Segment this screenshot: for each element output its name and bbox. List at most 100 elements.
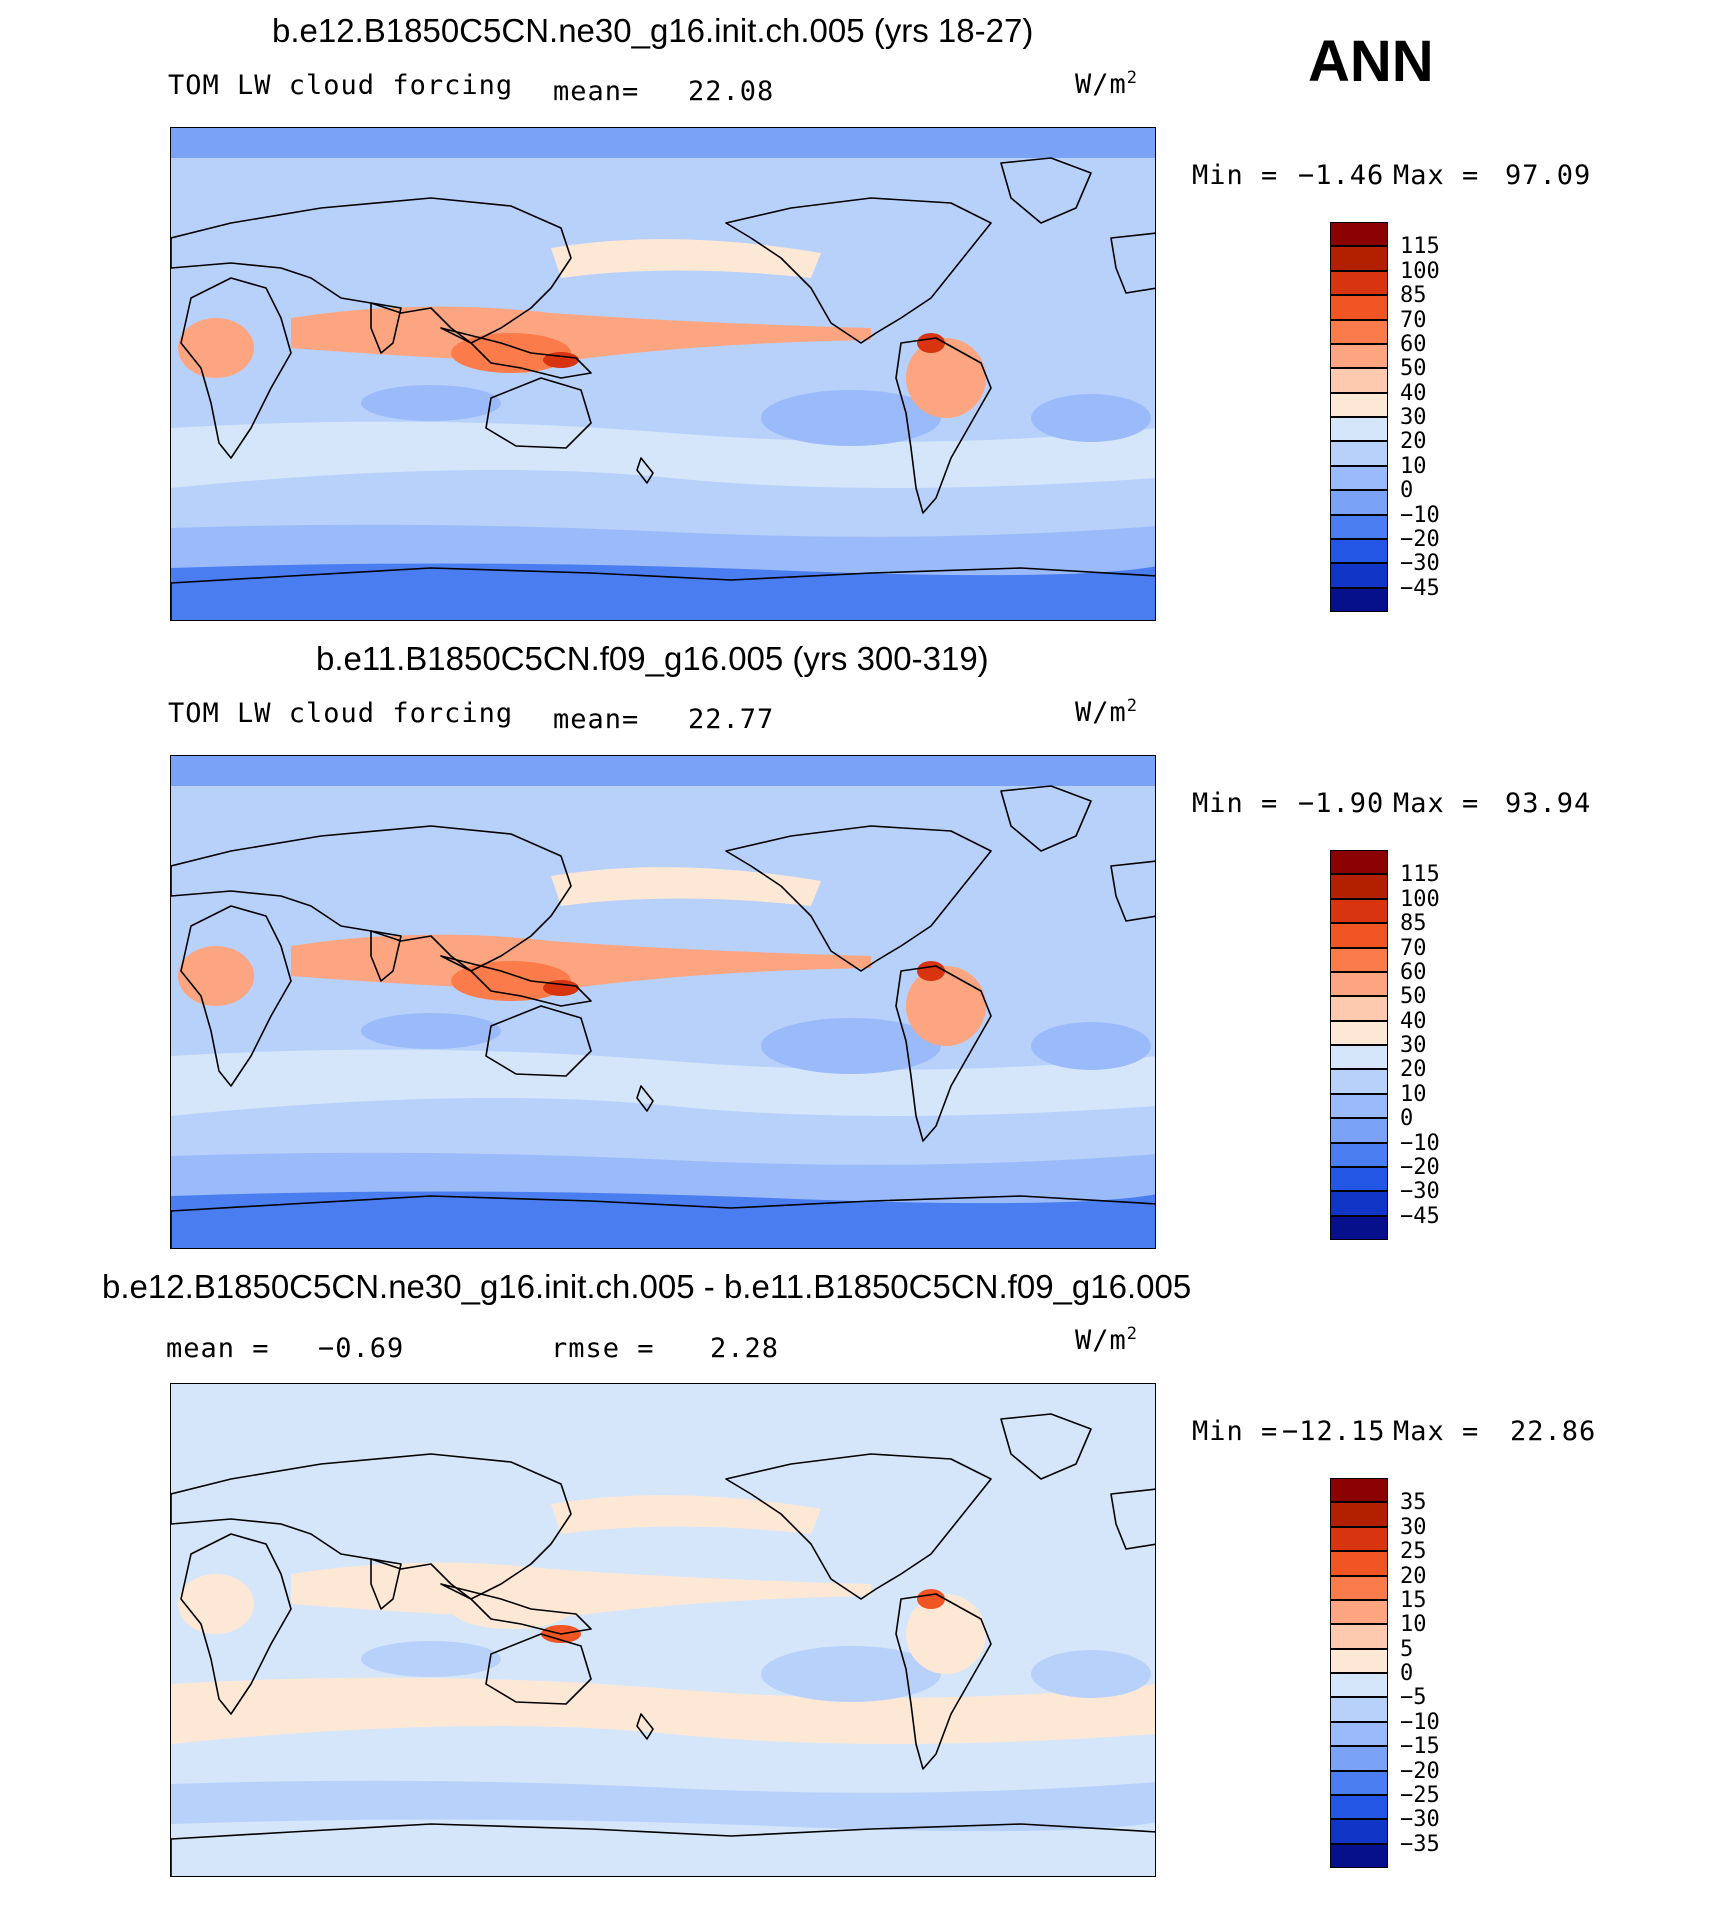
panel-2-min-label: Min = <box>1192 788 1279 819</box>
colorbar-tick-label: 20 <box>1400 429 1427 455</box>
panel-1-mean-label: mean= <box>553 76 640 107</box>
panel-3-mean-label: mean = <box>166 1333 270 1364</box>
colorbar-segment <box>1330 1599 1388 1625</box>
panel-2-max-label: Max = <box>1393 788 1480 819</box>
panel-1-colorbar <box>1330 222 1388 612</box>
colorbar-segment <box>1330 1045 1388 1070</box>
field-se-atlantic-low <box>1031 394 1151 442</box>
coastline <box>636 1713 654 1740</box>
colorbar-tick-label: 60 <box>1400 331 1427 357</box>
field-se-atlantic-low <box>1031 1022 1151 1070</box>
colorbar-tick-label: −35 <box>1400 1831 1440 1857</box>
colorbar-segment <box>1330 1624 1388 1649</box>
colorbar-tick-label: 0 <box>1400 1661 1414 1686</box>
colorbar-segment <box>1330 222 1388 247</box>
field-indian-ocean-low <box>361 1641 501 1677</box>
colorbar-tick-label: 20 <box>1400 1057 1427 1083</box>
field-antarctic <box>171 1191 1155 1248</box>
colorbar-tick-label: −5 <box>1400 1685 1427 1711</box>
colorbar-tick-label: 115 <box>1400 234 1440 260</box>
colorbar-segment <box>1330 1166 1388 1192</box>
colorbar-tick-label: 35 <box>1400 1490 1427 1516</box>
colorbar-tick-label: 0 <box>1400 478 1414 504</box>
field-itcz-band <box>291 306 871 363</box>
colorbar-segment <box>1330 1770 1388 1795</box>
colorbar-tick-label: 100 <box>1400 886 1440 912</box>
colorbar-segment <box>1330 441 1388 466</box>
field-warm-pool <box>451 1589 571 1629</box>
coastline <box>895 337 992 514</box>
coastline <box>180 277 292 459</box>
colorbar-tick-label: −20 <box>1400 1154 1440 1180</box>
colorbar-segment <box>1330 538 1388 564</box>
colorbar-segment <box>1330 295 1388 320</box>
field-colombia-max <box>917 1589 945 1609</box>
field-north-pacific-band <box>551 1495 821 1534</box>
coastline <box>485 1005 592 1077</box>
field-amazon-convection <box>906 338 986 418</box>
colorbar-segment <box>1330 1093 1388 1119</box>
season-label: ANN <box>1308 29 1434 94</box>
panel-3-title: b.e12.B1850C5CN.ne30_g16.init.ch.005 - b… <box>102 1268 1192 1305</box>
colorbar-segment <box>1330 1819 1388 1844</box>
colorbar-tick-label: 115 <box>1400 862 1440 888</box>
coastline <box>1000 1413 1092 1480</box>
field-africa-convection <box>178 1574 254 1634</box>
field-itcz-band <box>291 934 871 991</box>
field-se-pacific-low <box>761 390 941 446</box>
colorbar-segment <box>1330 392 1388 417</box>
panel-3-rmse-label: rmse = <box>551 1333 655 1364</box>
colorbar-segment <box>1330 246 1388 271</box>
field-north-pacific-band <box>551 239 821 278</box>
panel-3-min-label: Min = <box>1192 1416 1279 1447</box>
colorbar-segment <box>1330 1794 1388 1820</box>
coastline <box>636 1085 654 1112</box>
coastline <box>171 1823 1155 1876</box>
coastline <box>485 377 592 449</box>
colorbar-segment <box>1330 514 1388 539</box>
panel-2-max-value: 93.94 <box>1505 788 1592 819</box>
field-indian-ocean-low <box>361 1013 501 1049</box>
colorbar-tick-label: 10 <box>1400 1612 1427 1638</box>
coastline <box>1110 1488 1155 1550</box>
coastline <box>370 1558 402 1610</box>
coastline <box>895 965 992 1142</box>
colorbar-segment <box>1330 1526 1388 1552</box>
field-amazon-convection <box>906 1594 986 1674</box>
panel-3-map <box>170 1383 1156 1877</box>
panel-2-min-value: −1.90 <box>1298 788 1385 819</box>
coastline <box>440 327 592 379</box>
panel-3-mean-value: −0.69 <box>318 1333 405 1364</box>
panel-3-max-value: 22.86 <box>1510 1416 1597 1447</box>
field-antarctic <box>171 563 1155 620</box>
field-africa-convection <box>178 946 254 1006</box>
coastline <box>725 825 992 972</box>
panel-1-contour-field <box>171 128 1155 620</box>
field-colombia-max <box>917 961 945 981</box>
panel-1-max-label: Max = <box>1393 160 1480 191</box>
panel-2-map <box>170 755 1156 1249</box>
colorbar-tick-label: 50 <box>1400 356 1427 382</box>
colorbar-segment <box>1330 1551 1388 1576</box>
colorbar-segment <box>1330 587 1388 612</box>
colorbar-tick-label: 25 <box>1400 1539 1427 1565</box>
colorbar-tick-label: 40 <box>1400 380 1427 406</box>
colorbar-segment <box>1330 1069 1388 1094</box>
colorbar-segment <box>1330 563 1388 588</box>
colorbar-tick-label: 85 <box>1400 283 1427 309</box>
coastline <box>370 930 402 982</box>
colorbar-tick-label: 5 <box>1400 1636 1414 1662</box>
field-se-pacific-low <box>761 1018 941 1074</box>
colorbar-segment <box>1330 343 1388 369</box>
coastline <box>636 457 654 484</box>
field-southern-subtropics <box>171 1677 1155 1744</box>
panel-1-unit: W/m2 <box>1075 68 1139 100</box>
panel-3-min-value: −12.15 <box>1282 1416 1386 1447</box>
panel-1-title: b.e12.B1850C5CN.ne30_g16.init.ch.005 (yr… <box>272 12 1034 49</box>
panel-1-max-value: 97.09 <box>1505 160 1592 191</box>
colorbar-tick-label: 0 <box>1400 1106 1414 1132</box>
coastline <box>1110 860 1155 922</box>
colorbar-tick-label: 30 <box>1400 1514 1427 1540</box>
colorbar-segment <box>1330 1020 1388 1045</box>
colorbar-segment <box>1330 1215 1388 1240</box>
